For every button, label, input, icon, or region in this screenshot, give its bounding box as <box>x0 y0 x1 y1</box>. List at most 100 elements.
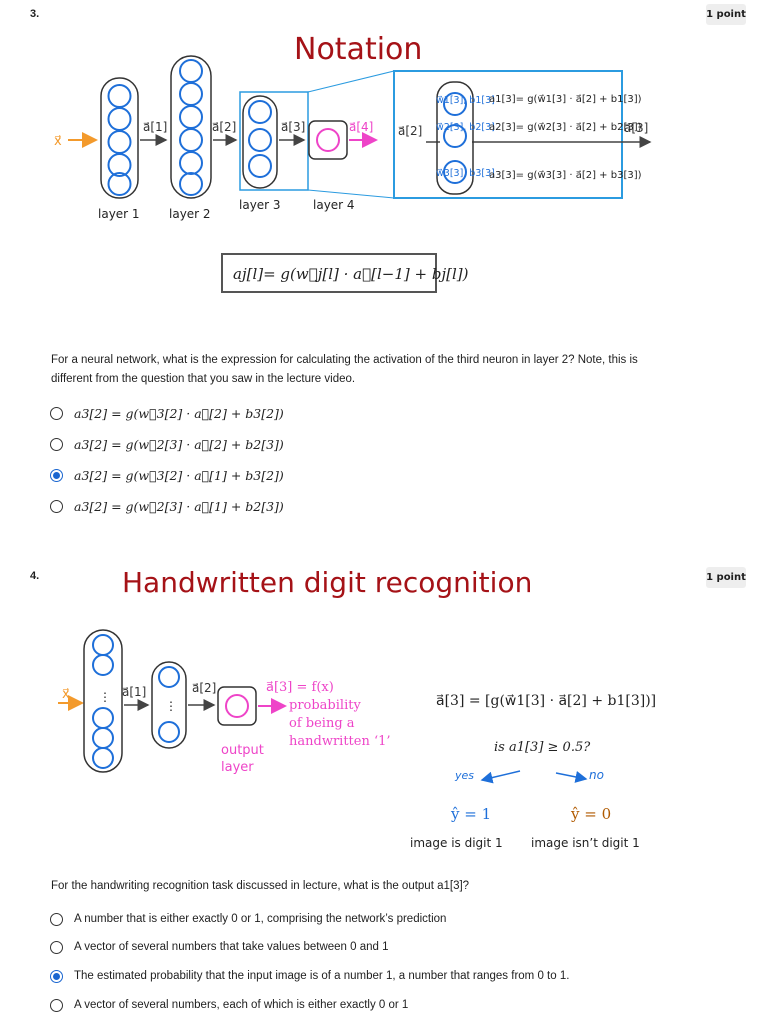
layer3-capsule <box>242 95 278 189</box>
radio-button[interactable] <box>50 437 63 451</box>
layer-label: layer 1 <box>98 207 140 221</box>
zoom-box <box>393 70 623 199</box>
output-layer-box <box>217 686 257 726</box>
input-x-label: x⃗ <box>62 687 70 702</box>
ellipsis: ⋮ <box>99 690 111 704</box>
points-badge: 1 point <box>706 4 746 25</box>
neuron <box>443 124 467 148</box>
neuron <box>107 172 132 196</box>
neuron-equation: a1[3]= g(w⃗1[3] · a⃗[2] + b1[3]) <box>489 94 642 105</box>
option-label: a3[2] = g(w⃗2[3] · a⃗[2] + b2[3]) <box>74 436 284 452</box>
zoom-layer-capsule <box>436 81 474 195</box>
digit-recognition-diagram: x⃗ ⋮ a⃗[1] ⋮ a⃗[2] output layer a⃗[3] = … <box>58 629 656 850</box>
zoom-input-label: a⃗[2] <box>398 124 422 138</box>
question-prompt: For the handwriting recognition task dis… <box>51 880 470 892</box>
radio-button-selected[interactable] <box>50 969 63 983</box>
option-label: A vector of several numbers that take va… <box>74 941 389 953</box>
answer-option[interactable]: a3[2] = g(w⃗3[2] · a⃗[2] + b3[2]) <box>50 403 284 423</box>
question-number: 3. <box>30 8 40 20</box>
neuron-equation: a2[3]= g(w⃗2[3] · a⃗[2] + b2[3]) <box>489 122 642 133</box>
prediction-no: ŷ = 0 <box>570 805 611 823</box>
neuron <box>107 107 132 131</box>
layer-label: layer 4 <box>313 198 355 212</box>
ellipsis: ⋮ <box>165 699 177 713</box>
option-label: a3[2] = g(w⃗3[2] · a⃗[1] + b3[2]) <box>74 467 284 483</box>
layer3-highlight-box <box>239 91 309 191</box>
radio-button[interactable] <box>50 406 63 420</box>
radio-button-selected[interactable] <box>50 468 63 482</box>
answer-option[interactable]: A vector of several numbers that take va… <box>50 937 389 957</box>
general-formula: aj[l]= g(w⃗j[l] · a⃗[l−1] + bj[l]) <box>233 265 469 283</box>
caption-yes: image is digit 1 <box>410 836 503 850</box>
arrow-label-a4: a⃗[4] <box>349 120 373 134</box>
caption-no: image isn’t digit 1 <box>531 836 640 850</box>
prediction-yes: ŷ = 1 <box>450 805 491 823</box>
arrow-label-a2: a⃗[2] <box>192 681 216 695</box>
layer-label: layer 3 <box>239 198 281 212</box>
output-layer-label: output <box>221 743 264 758</box>
neuron <box>92 727 114 749</box>
no-label: no <box>589 768 604 782</box>
slide-title: Notation <box>294 32 423 67</box>
neuron <box>179 151 203 175</box>
option-label: a3[2] = g(w⃗3[2] · a⃗[2] + b3[2]) <box>74 405 284 421</box>
arrow-label-a1: a⃗[1] <box>143 120 167 134</box>
probability-text: of being a <box>289 716 355 731</box>
neuron <box>248 100 272 124</box>
neuron <box>107 153 132 177</box>
answer-option[interactable]: a3[2] = g(w⃗3[2] · a⃗[1] + b3[2]) <box>50 465 284 485</box>
answer-option[interactable]: A vector of several numbers, each of whi… <box>50 995 408 1015</box>
input-x-label: x⃗ <box>54 134 62 149</box>
neuron <box>92 707 114 729</box>
arrow-label-a3: a⃗[3] <box>281 120 305 134</box>
question-prompt: For a neural network, what is the expres… <box>51 354 638 385</box>
layer4-box <box>308 120 348 160</box>
output-formula: a⃗[3] = [g(w⃗1[3] · a⃗[2] + b1[3])] <box>436 693 656 709</box>
no-arrow <box>555 771 588 783</box>
output-layer-label: layer <box>221 760 254 775</box>
layer2-capsule <box>170 55 212 199</box>
option-label: A number that is either exactly 0 or 1, … <box>74 913 447 925</box>
neuron <box>158 666 180 688</box>
probability-text: probability <box>289 698 361 713</box>
answer-option[interactable]: a3[2] = g(w⃗2[3] · a⃗[1] + b2[3]) <box>50 496 284 516</box>
output-neuron <box>316 128 340 152</box>
neuron <box>92 634 114 656</box>
yes-label: yes <box>454 769 474 782</box>
layer-label: layer 2 <box>169 207 211 221</box>
points-badge: 1 point <box>706 567 746 588</box>
neuron <box>443 160 467 184</box>
slide-title: Handwritten digit recognition <box>122 566 533 599</box>
layer1-capsule <box>83 629 123 773</box>
layer1-capsule <box>100 77 139 199</box>
neuron <box>92 654 114 676</box>
neuron-params: w⃗3[3], b3[3] <box>436 168 495 179</box>
neuron <box>248 128 272 152</box>
probability-text: handwritten ‘1’ <box>289 734 391 749</box>
notation-diagram: x⃗ a⃗[1] a⃗[2] a⃗[3] a⃗[4] layer 1 layer… <box>54 55 652 293</box>
neuron <box>179 172 203 196</box>
neuron <box>92 747 114 769</box>
option-label: a3[2] = g(w⃗2[3] · a⃗[1] + b2[3]) <box>74 498 284 514</box>
yes-arrow <box>480 770 521 784</box>
answer-option[interactable]: a3[2] = g(w⃗2[3] · a⃗[2] + b2[3]) <box>50 434 284 454</box>
neuron-params: w⃗1[3], b1[3] <box>436 95 495 106</box>
arrow-label-a1: a⃗[1] <box>122 685 146 699</box>
arrow-label-a2: a⃗[2] <box>212 120 236 134</box>
radio-button[interactable] <box>50 912 63 926</box>
radio-button[interactable] <box>50 499 63 513</box>
neuron <box>107 84 132 108</box>
option-label: A vector of several numbers, each of whi… <box>74 999 409 1011</box>
option-label: The estimated probability that the input… <box>74 970 570 982</box>
general-formula-box <box>221 253 437 293</box>
neuron <box>107 130 132 154</box>
neuron <box>179 82 203 106</box>
answer-option[interactable]: The estimated probability that the input… <box>50 966 569 986</box>
neuron <box>179 128 203 152</box>
zoom-output-label: a⃗[3] <box>624 121 648 135</box>
radio-button[interactable] <box>50 998 63 1012</box>
output-function-label: a⃗[3] = f(x) <box>266 680 334 695</box>
radio-button[interactable] <box>50 940 63 954</box>
neuron-equation: a3[3]= g(w⃗3[3] · a⃗[2] + b3[3]) <box>489 170 642 181</box>
answer-option[interactable]: A number that is either exactly 0 or 1, … <box>50 909 446 929</box>
